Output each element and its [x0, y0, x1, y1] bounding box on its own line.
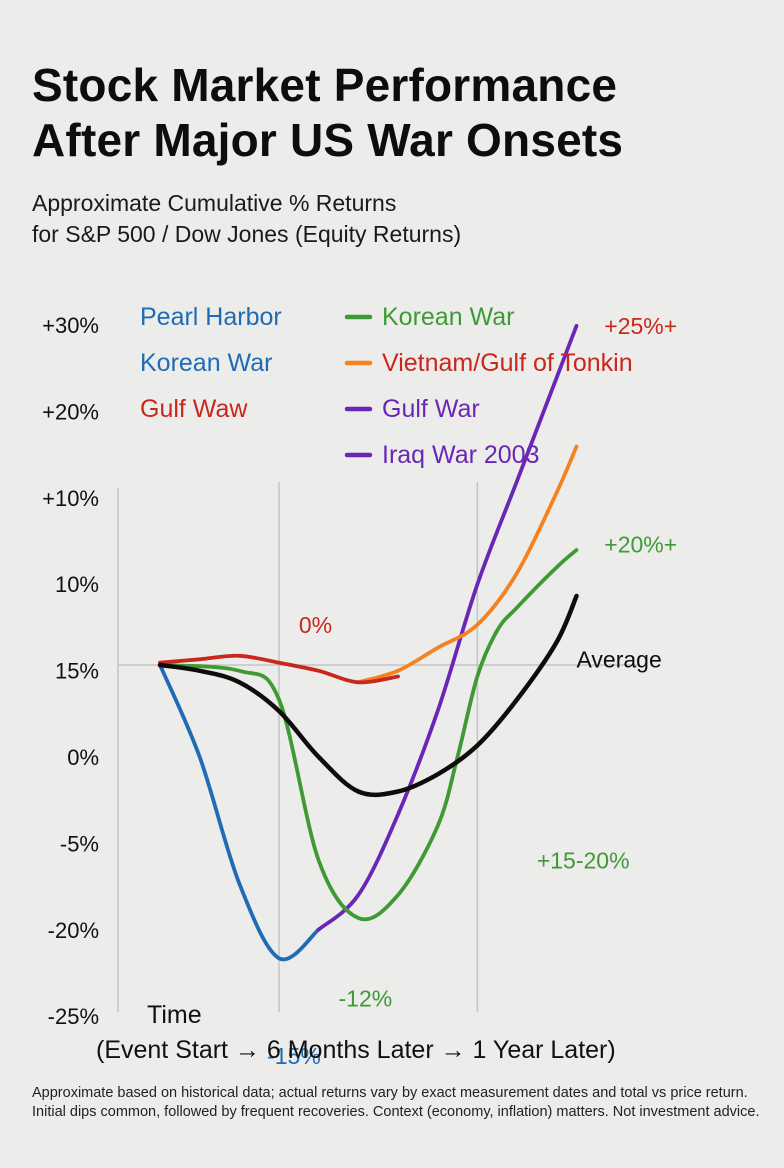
y-tick-label: 0% — [67, 745, 99, 770]
chart-subtitle: Approximate Cumulative % Returns for S&P… — [32, 188, 772, 250]
y-tick-label: +30% — [42, 313, 99, 338]
x-axis-title: Time — [147, 1001, 202, 1029]
annotation-label: -12% — [339, 986, 393, 1012]
annotation-label: 0% — [299, 612, 332, 638]
x-axis-label: Time (Event Start → 6 Months Later → 1 Ye… — [96, 1001, 616, 1064]
y-tick-label: +20% — [42, 399, 99, 424]
series-line-gulf-war — [316, 323, 579, 932]
y-axis-ticks: +30% +20% +10% 10% 15% 0% -5% -20% -25% — [42, 313, 99, 1029]
series-line-pearl-harbor — [158, 663, 321, 962]
line-chart: +30% +20% +10% 10% 15% 0% -5% -20% -25% Pearl Ha… — [42, 303, 677, 1069]
legend-label: Korean War — [140, 349, 272, 377]
annotation-label: Average — [577, 646, 662, 672]
annotation-label: +20%+ — [604, 531, 677, 557]
legend-label: Gulf Waw — [140, 395, 248, 423]
y-tick-label: 10% — [55, 572, 99, 597]
chart-title: Stock Market Performance After Major US … — [32, 58, 772, 168]
subtitle-line-2: for S&P 500 / Dow Jones (Equity Returns) — [32, 221, 462, 247]
y-tick-label: -25% — [48, 1004, 99, 1029]
annotations: +25%+ +20%+ Average 0% +15-20% -12% -15% — [267, 313, 677, 1069]
title-line-1: Stock Market Performance — [32, 59, 618, 111]
title-line-2: After Major US War Onsets — [32, 114, 624, 166]
y-tick-label: +10% — [42, 486, 99, 511]
y-tick-label: -20% — [48, 918, 99, 943]
series-line-korean-war — [158, 548, 579, 922]
legend-label: Korean War — [382, 303, 514, 331]
annotation-label: -15% — [267, 1043, 321, 1069]
annotation-label: +25%+ — [604, 313, 677, 339]
y-tick-label: -5% — [60, 831, 99, 856]
annotation-label: +15-20% — [537, 848, 630, 874]
series-layer — [157, 323, 579, 962]
series-line-gulf-waw — [158, 653, 400, 685]
legend-label: Vietnam/Gulf of Tonkin — [382, 349, 633, 377]
legend-label: Gulf War — [382, 395, 480, 423]
legend-label: Iraq War 2003 — [382, 441, 539, 469]
subtitle-line-1: Approximate Cumulative % Returns — [32, 190, 397, 216]
series-line-vietnam-gulf-of-tonkin — [356, 444, 579, 685]
legend-label: Pearl Harbor — [140, 303, 282, 331]
legend: Pearl Harbor Korean War Gulf Waw Korean War… — [140, 303, 633, 469]
x-axis-subtitle: (Event Start → 6 Months Later → 1 Year L… — [96, 1036, 616, 1064]
y-tick-label: 15% — [55, 659, 99, 684]
footnote: Approximate based on historical data; ac… — [32, 1085, 760, 1120]
series-line-average — [157, 593, 579, 798]
